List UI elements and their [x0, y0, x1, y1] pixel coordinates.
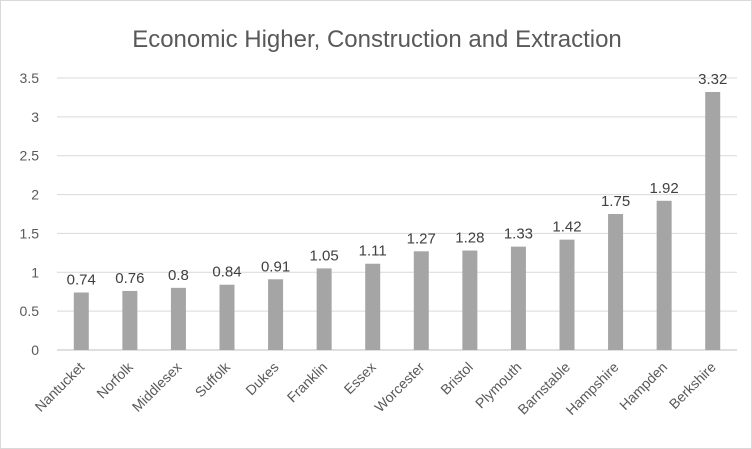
bar-bristol: [462, 250, 478, 350]
bar-barnstable: [559, 239, 575, 350]
bar-worcester: [413, 251, 429, 350]
data-label: 1.05: [310, 247, 339, 264]
data-label: 0.76: [115, 270, 144, 287]
bar-hampden: [656, 200, 672, 350]
bars: [73, 91, 721, 350]
x-category-label: Bristol: [437, 359, 476, 398]
data-label: 1.75: [601, 193, 630, 210]
x-category-label: Hampden: [616, 359, 670, 413]
bar-hampshire: [608, 214, 624, 350]
data-label: 0.74: [67, 271, 96, 288]
x-category-label: Hampshire: [563, 359, 622, 418]
data-label: 0.91: [261, 258, 290, 275]
x-category-label: Suffolk: [192, 358, 234, 400]
bar-dukes: [268, 279, 284, 350]
y-tick-label: 1.5: [20, 225, 40, 241]
bar-plymouth: [510, 246, 526, 350]
y-tick-label: 2.5: [20, 148, 40, 164]
x-category-label: Norfolk: [93, 358, 136, 401]
data-label: 1.11: [359, 243, 387, 260]
data-label: 1.42: [552, 219, 581, 236]
data-label: 0.8: [168, 267, 189, 284]
bar-berkshire: [705, 91, 721, 350]
bar-nantucket: [73, 292, 89, 350]
y-tick-label: 3.5: [20, 70, 40, 86]
chart-title: Economic Higher, Construction and Extrac…: [132, 26, 622, 53]
bar-essex: [365, 263, 381, 350]
x-category-label: Worcester: [371, 359, 427, 415]
y-tick-label: 1: [31, 264, 39, 280]
y-tick-label: 0: [31, 342, 39, 358]
x-category-label: Dukes: [242, 359, 281, 398]
data-label: 1.92: [650, 180, 679, 197]
x-category-label: Nantucket: [32, 359, 88, 415]
bar-franklin: [316, 268, 332, 350]
data-label: 1.28: [455, 230, 484, 247]
gridlines: [57, 77, 737, 351]
x-category-label: Berkshire: [666, 359, 719, 412]
x-category-label: Essex: [341, 359, 379, 397]
data-label: 0.84: [212, 264, 241, 281]
y-tick-label: 2: [31, 187, 39, 203]
y-tick-label: 0.5: [20, 303, 40, 319]
data-label: 3.32: [698, 71, 727, 88]
data-labels: 0.74 0.76 0.8 0.84 0.91 1.05 1.11 1.27 1.28 1.33 1…: [67, 71, 728, 289]
bar-middlesex: [170, 287, 186, 350]
x-category-label: Middlesex: [129, 359, 185, 415]
data-label: 1.27: [407, 230, 436, 247]
y-axis-ticks: 0 0.5 1 1.5 2 2.5 3 3.5: [20, 70, 40, 358]
x-category-label: Franklin: [284, 359, 331, 406]
y-tick-label: 3: [31, 109, 39, 125]
bar-norfolk: [122, 290, 138, 350]
data-label: 1.33: [504, 226, 533, 243]
bar-suffolk: [219, 284, 235, 350]
